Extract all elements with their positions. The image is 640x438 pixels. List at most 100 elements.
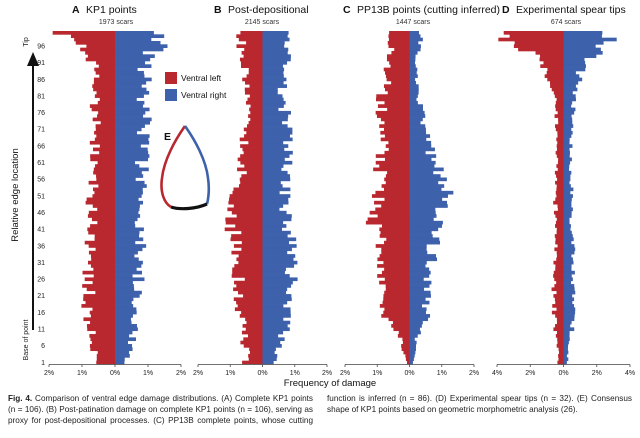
bar-ventral-left xyxy=(513,44,564,48)
bar-ventral-right xyxy=(409,287,425,292)
outline-base xyxy=(170,202,208,211)
bar-ventral-left xyxy=(248,114,263,118)
bar-ventral-right xyxy=(115,224,136,228)
bar-ventral-right xyxy=(262,67,285,72)
bar-ventral-left xyxy=(239,57,263,62)
bar-ventral-left xyxy=(84,277,115,282)
x-tick-label: 2% xyxy=(469,370,479,377)
bar-ventral-left xyxy=(238,260,263,265)
bar-ventral-left xyxy=(375,160,410,165)
bar-ventral-right xyxy=(409,80,417,85)
bar-ventral-right xyxy=(262,314,291,318)
bar-ventral-right xyxy=(563,127,572,132)
bar-ventral-right xyxy=(115,207,140,212)
bar-ventral-left xyxy=(557,167,564,172)
bar-ventral-right xyxy=(262,274,290,278)
panel-a-letter: A xyxy=(72,4,80,16)
bar-ventral-left xyxy=(93,187,115,192)
bar-ventral-left xyxy=(388,37,410,42)
bar-ventral-left xyxy=(246,130,263,135)
bar-ventral-left xyxy=(232,267,263,272)
bar-ventral-right xyxy=(262,240,290,245)
bar-ventral-left xyxy=(384,240,410,245)
bar-ventral-left xyxy=(550,84,564,88)
bar-ventral-right xyxy=(115,84,142,88)
bar-ventral-left xyxy=(230,237,263,242)
bar-ventral-left xyxy=(384,290,410,295)
bar-ventral-right xyxy=(262,317,284,322)
bar-ventral-left xyxy=(248,120,263,125)
bar-ventral-left xyxy=(241,330,263,335)
bar-ventral-right xyxy=(262,47,289,52)
legend-swatch-right xyxy=(165,89,177,101)
bar-ventral-right xyxy=(262,94,283,98)
bar-ventral-left xyxy=(391,324,410,328)
bar-ventral-right xyxy=(262,124,288,128)
bar-ventral-right xyxy=(563,317,575,322)
bar-ventral-left xyxy=(248,357,263,362)
bar-ventral-left xyxy=(245,80,263,85)
bar-ventral-left xyxy=(554,247,564,252)
bar-ventral-left xyxy=(240,144,263,148)
bar-ventral-left xyxy=(377,214,410,218)
bar-ventral-left xyxy=(97,160,115,165)
bar-ventral-left xyxy=(557,360,564,365)
bar-ventral-right xyxy=(563,94,576,98)
bar-ventral-right xyxy=(563,47,601,52)
bar-ventral-right xyxy=(409,130,427,135)
bar-ventral-left xyxy=(236,34,263,39)
bar-ventral-left xyxy=(558,157,564,162)
bar-ventral-right xyxy=(409,84,419,88)
bar-ventral-right xyxy=(563,310,576,315)
bar-ventral-right xyxy=(409,290,431,295)
bar-ventral-right xyxy=(262,167,282,172)
bar-ventral-left xyxy=(384,187,410,192)
bar-ventral-right xyxy=(409,190,454,195)
bar-ventral-right xyxy=(409,34,421,39)
bar-ventral-right xyxy=(262,34,288,39)
bar-ventral-left xyxy=(376,114,410,118)
bar-ventral-left xyxy=(233,287,263,292)
bar-ventral-left xyxy=(553,327,564,332)
bar-ventral-left xyxy=(403,350,410,355)
panel-b-bars xyxy=(224,31,298,365)
bar-ventral-left xyxy=(240,31,263,35)
bar-ventral-left xyxy=(231,210,263,215)
bar-ventral-right xyxy=(409,94,418,98)
bar-ventral-right xyxy=(115,247,143,252)
bar-ventral-left xyxy=(557,204,564,208)
bar-ventral-right xyxy=(262,87,278,92)
bar-ventral-left xyxy=(93,267,115,272)
bar-ventral-right xyxy=(262,250,288,255)
bar-ventral-right xyxy=(115,60,146,65)
bar-ventral-left xyxy=(94,94,115,98)
bar-ventral-left xyxy=(85,50,115,55)
bar-ventral-left xyxy=(91,107,115,112)
bar-ventral-right xyxy=(409,280,432,285)
bar-ventral-left xyxy=(554,94,564,98)
bar-ventral-left xyxy=(556,164,564,168)
bar-ventral-left xyxy=(250,110,263,115)
bar-ventral-right xyxy=(262,60,288,65)
bar-ventral-left xyxy=(248,354,263,358)
bar-ventral-left xyxy=(249,107,263,112)
bar-ventral-left xyxy=(390,64,410,68)
bar-ventral-right xyxy=(563,74,580,78)
bar-ventral-left xyxy=(90,157,115,162)
bar-ventral-left xyxy=(99,150,115,155)
bar-ventral-right xyxy=(115,64,152,68)
bar-ventral-right xyxy=(115,150,149,155)
bar-ventral-right xyxy=(115,310,137,315)
bar-ventral-right xyxy=(409,74,418,78)
panel-c-letter: C xyxy=(343,4,351,16)
bar-ventral-left xyxy=(551,287,564,292)
y-tick-label: 26 xyxy=(37,277,45,284)
bar-ventral-left xyxy=(557,134,564,138)
bar-ventral-right xyxy=(563,277,573,282)
bar-ventral-left xyxy=(377,274,410,278)
panel-c-title: PP13B points (cutting inferred) xyxy=(357,4,500,16)
bar-ventral-left xyxy=(243,54,263,58)
bar-ventral-left xyxy=(233,244,263,248)
bar-ventral-left xyxy=(70,34,115,39)
bar-ventral-left xyxy=(554,234,564,238)
